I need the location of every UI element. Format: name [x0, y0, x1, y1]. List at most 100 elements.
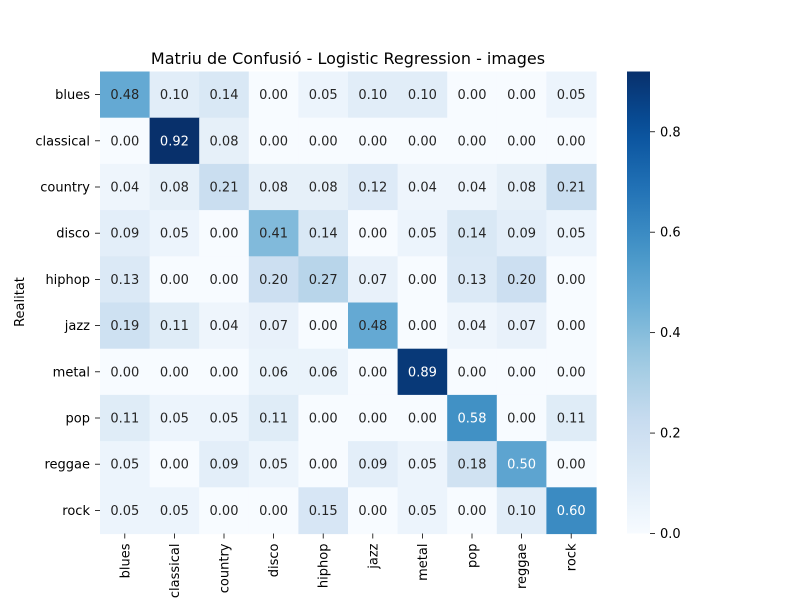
cell-value-label: 0.00	[309, 458, 338, 473]
colorbar-tick-label: 0.0	[660, 527, 681, 542]
heatmap-cell	[248, 117, 299, 165]
x-tick-label: blues	[118, 543, 133, 578]
heatmap-cell	[248, 487, 299, 535]
cell-value-label: 0.00	[110, 134, 139, 149]
heatmap-cell	[298, 163, 349, 211]
heatmap-cell	[100, 441, 151, 488]
heatmap-cell	[447, 256, 498, 304]
cell-value-label: 0.00	[557, 273, 586, 288]
cell-value-label: 0.27	[309, 273, 338, 288]
cell-value-label: 0.10	[408, 88, 437, 103]
x-tick-label: rock	[565, 543, 580, 571]
cell-value-label: 0.21	[557, 181, 586, 196]
cell-value-label: 0.11	[259, 412, 288, 427]
heatmap-cell	[149, 487, 200, 535]
heatmap-cell	[199, 441, 250, 488]
cell-value-label: 0.00	[507, 365, 536, 380]
heatmap-cell	[100, 302, 151, 350]
cell-value-label: 0.48	[358, 319, 387, 334]
heatmap-cell	[496, 210, 547, 257]
heatmap-cell	[397, 487, 448, 535]
heatmap-cell	[397, 348, 448, 396]
cell-value-label: 0.00	[458, 88, 487, 103]
colorbar-tick-label: 0.2	[660, 427, 681, 442]
cell-value-label: 0.00	[408, 412, 437, 427]
heatmap-cell	[199, 256, 250, 304]
cell-value-label: 0.10	[160, 88, 189, 103]
cell-value-label: 0.09	[507, 227, 536, 242]
y-tick-label: country	[40, 181, 90, 196]
heatmap-cell	[100, 394, 151, 442]
cell-value-label: 0.15	[309, 504, 338, 519]
heatmap-cell	[199, 302, 250, 350]
y-tick-label: disco	[56, 227, 90, 242]
y-tick-label: pop	[66, 412, 90, 427]
heatmap-cell	[447, 117, 498, 165]
heatmap-cell	[546, 441, 597, 488]
cell-value-label: 0.04	[408, 181, 437, 196]
cell-value-label: 0.00	[210, 504, 239, 519]
heatmap-cell	[248, 348, 299, 396]
x-tick-label: disco	[267, 543, 282, 577]
cell-value-label: 0.41	[259, 227, 288, 242]
cell-value-label: 0.00	[259, 134, 288, 149]
cell-value-label: 0.06	[259, 365, 288, 380]
colorbar: 0.0 0.2 0.4 0.6 0.8	[627, 71, 681, 542]
cell-value-label: 0.06	[309, 365, 338, 380]
heatmap-cell	[348, 348, 399, 396]
heatmap-cell	[397, 441, 448, 488]
heatmap-cell	[496, 394, 547, 442]
heatmap-cell	[496, 302, 547, 350]
cell-value-label: 0.05	[557, 88, 586, 103]
heatmap-cell	[100, 163, 151, 211]
cell-value-label: 0.00	[210, 273, 239, 288]
heatmap-cell	[100, 210, 151, 257]
x-tick-label: metal	[416, 544, 431, 581]
heatmap-cell	[298, 487, 349, 535]
cell-value-label: 0.04	[458, 319, 487, 334]
cell-value-label: 0.19	[110, 319, 139, 334]
heatmap-cell	[100, 348, 151, 396]
cell-value-label: 0.00	[557, 365, 586, 380]
cell-value-label: 0.05	[110, 458, 139, 473]
chart-title: Matriu de Confusió - Logistic Regression…	[151, 49, 545, 68]
cell-value-label: 0.10	[507, 504, 536, 519]
heatmap-cell	[149, 210, 200, 257]
x-tick-label: jazz	[366, 543, 381, 569]
cell-value-label: 0.05	[408, 458, 437, 473]
heatmap-cell	[447, 441, 498, 488]
heatmap-cell	[546, 117, 597, 165]
colorbar-tick-label: 0.8	[660, 125, 681, 140]
colorbar-tick-label: 0.6	[660, 226, 681, 241]
heatmap-cell	[546, 348, 597, 396]
heatmap-cell	[149, 163, 200, 211]
heatmap-cell	[496, 256, 547, 304]
heatmap-cell	[348, 210, 399, 257]
heatmap-cell	[149, 441, 200, 488]
cell-value-label: 0.00	[557, 319, 586, 334]
heatmap-cell	[496, 117, 547, 165]
heatmap-cell	[348, 71, 399, 119]
x-tick-label: classical	[168, 544, 183, 599]
cell-value-label: 0.00	[259, 504, 288, 519]
heatmap-cell	[199, 210, 250, 257]
heatmap-cell	[546, 487, 597, 535]
cell-value-label: 0.12	[358, 181, 387, 196]
heatmap-cell	[348, 117, 399, 165]
colorbar-tick-label: 0.4	[660, 326, 681, 341]
x-tick-label: pop	[466, 544, 481, 568]
heatmap-cell	[397, 71, 448, 119]
cell-value-label: 0.04	[458, 181, 487, 196]
heatmap-cell	[546, 71, 597, 119]
cell-value-label: 0.08	[309, 181, 338, 196]
cell-value-label: 0.05	[160, 412, 189, 427]
cell-value-label: 0.13	[110, 273, 139, 288]
heatmap-cell	[149, 71, 200, 119]
heatmap-cell	[149, 394, 200, 442]
heatmap-cell	[298, 210, 349, 257]
heatmap-cell	[496, 487, 547, 535]
heatmap-cell	[348, 394, 399, 442]
heatmap-cell	[546, 256, 597, 304]
cell-value-label: 0.10	[358, 88, 387, 103]
